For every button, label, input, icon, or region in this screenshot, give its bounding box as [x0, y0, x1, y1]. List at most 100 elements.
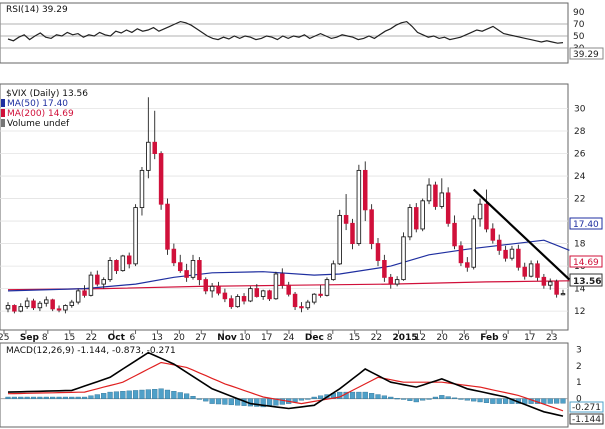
price-frame [0, 83, 569, 331]
date-label: 23 [546, 333, 557, 343]
macd-hist-bar [113, 391, 120, 399]
candle [439, 178, 445, 209]
rsi-tick-label: 50 [573, 32, 585, 42]
macd-tick-label: 3 [576, 345, 582, 355]
candle-body-up [560, 293, 566, 296]
macd-hist-bar [477, 398, 483, 403]
legend-ma200: MA(200) 14.69 [7, 109, 74, 119]
candle [375, 237, 381, 267]
candle [216, 281, 221, 296]
macd-hist-bar [5, 396, 11, 399]
candle [95, 270, 100, 287]
date-label: 15 [64, 333, 75, 343]
candle [343, 194, 349, 231]
candle [490, 223, 496, 244]
macd-hist-bar [439, 395, 445, 399]
candle-body-up [37, 302, 43, 309]
macd-hist-bar [464, 398, 470, 401]
macd-hist-bar [228, 398, 234, 406]
date-label: 27 [195, 333, 206, 343]
candle-body-down [343, 214, 349, 224]
candle-body-up [107, 260, 113, 281]
macd-hist-bar [490, 398, 496, 404]
date-label: 8 [327, 333, 333, 343]
date-label: 24 [283, 333, 295, 343]
macd-hist-bar [30, 396, 37, 399]
macd-hist-bar [381, 395, 387, 399]
macd-hist-bar [317, 395, 324, 399]
date-label: 13 [151, 333, 162, 343]
candle [197, 257, 202, 286]
macd-hist-bar [483, 398, 490, 403]
candle [337, 209, 342, 265]
candle-body-down [222, 292, 228, 300]
macd-hist-bar [254, 398, 260, 407]
trendline [472, 188, 571, 281]
macd-hist-bar [311, 396, 317, 399]
macd-hist-bar [471, 398, 477, 402]
candle-body-down [433, 184, 438, 207]
macd-hist-bar [50, 396, 56, 399]
close-last-box [569, 273, 603, 287]
macd-hist-bar [407, 398, 413, 401]
candle-body-up [260, 290, 266, 297]
macd-hist-bar [292, 398, 298, 403]
hist-last-label: -0.271 [572, 403, 601, 413]
date-label: 9 [502, 333, 508, 343]
signal-line [7, 361, 564, 412]
macd-hist-bar [88, 395, 94, 399]
macd-hist-bar [107, 391, 113, 399]
macd-tick-label: 2 [576, 362, 582, 372]
candle [305, 299, 311, 310]
date-axis: 25 Sep 8 15 22 Oct 6 13 20 27 Nov 10 17 24 Dec 8 15 22 201… [0, 330, 557, 343]
candle [88, 271, 94, 297]
price-tick-label: 12 [574, 307, 585, 317]
candle [560, 289, 566, 296]
candle-body-down [203, 279, 209, 292]
candle [503, 245, 508, 262]
candle [509, 245, 515, 261]
candle-body-down [465, 262, 470, 268]
candle-body-down [490, 228, 496, 241]
price-panel: $VIX (Daily) 13.56 MA(50) 17.40 MA(200) … [0, 83, 603, 343]
macd-hist-bar [394, 398, 400, 400]
candle-body-up [439, 192, 445, 207]
candle-body-down [171, 248, 177, 264]
rsi-last-box [569, 47, 604, 60]
macd-hist-bar [420, 398, 426, 401]
candle-body-up [75, 290, 81, 303]
candle-body-down [12, 305, 17, 312]
candle [547, 278, 553, 290]
candle-body-up [88, 274, 94, 296]
candle-body-down [267, 290, 272, 300]
candle-body-up [311, 293, 317, 303]
macd-title: MACD(12,26,9) -1.144, -0.873, -0.271 [6, 346, 176, 356]
candle [248, 286, 253, 303]
macd-hist-bar [349, 391, 356, 399]
price-tick-label: 22 [574, 195, 585, 205]
candle [165, 198, 170, 255]
candle [465, 257, 470, 272]
rsi-tick-label: 90 [573, 8, 585, 18]
candle [190, 254, 196, 280]
macd-last-label: -1.144 [572, 415, 601, 425]
candle-body-down [184, 270, 189, 278]
candle-body-up [477, 203, 483, 220]
candle-body-down [126, 255, 132, 265]
macd-hist-bar [266, 398, 273, 407]
candle [280, 268, 285, 289]
date-label: 22 [371, 333, 382, 343]
candle-body-up [305, 301, 311, 309]
macd-hist-bar [388, 396, 394, 399]
candle [318, 285, 323, 298]
macd-hist-bar [81, 396, 88, 399]
candle-body-down [292, 293, 298, 308]
price-tick-label: 28 [574, 127, 586, 137]
macd-hist-bar [445, 396, 451, 399]
macd-hist-bar [458, 398, 464, 400]
macd-hist-bar [24, 396, 30, 399]
candle [484, 189, 489, 233]
candle [171, 243, 177, 267]
candle-body-up [209, 285, 215, 292]
date-label: 6 [130, 333, 136, 343]
